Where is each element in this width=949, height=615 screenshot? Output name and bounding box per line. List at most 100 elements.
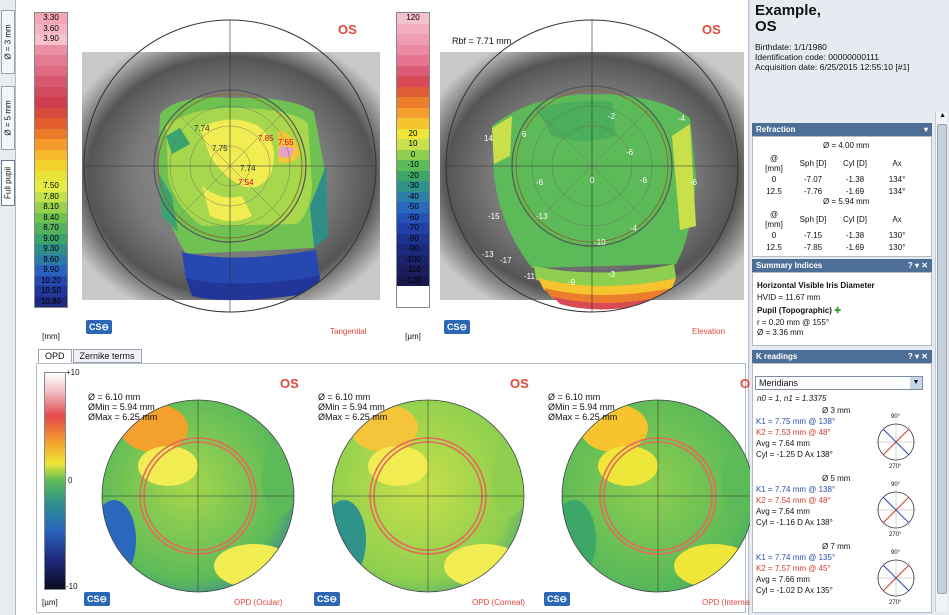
identification-code: Identification code: 00000000111 <box>755 52 879 62</box>
scale-cell: 3.60 <box>35 23 67 34</box>
refraction-cell: -1.38 <box>845 175 865 184</box>
refraction-cell: @ [mm] <box>765 154 783 173</box>
cs-logo: CS⊖ <box>86 320 112 334</box>
summary-header[interactable]: Summary Indices ? ▾ ✕ <box>752 259 932 272</box>
meridian-dial-icon <box>868 482 924 538</box>
chevron-down-icon[interactable]: ▼ <box>910 377 922 389</box>
k-k1: K1 = 7.74 mm @ 138° <box>756 485 836 494</box>
scale-cell: 10.80 <box>35 296 67 307</box>
dial-label-top: 90° <box>891 550 901 556</box>
scale-cell: -30 <box>397 181 429 192</box>
refraction-header[interactable]: Refraction ▾ <box>752 123 932 136</box>
tab-full-pupil-label: Full pupil <box>3 166 13 200</box>
opd-diameter-info: Ø = 6.10 mm ØMin = 5.94 mm ØMax = 6.25 mm <box>88 392 157 422</box>
opd-map-label: OPD (Internal) <box>702 598 754 607</box>
hvid-title: Horizontal Visible Iris Diameter <box>757 281 875 290</box>
tab-3mm[interactable]: Ø = 3 mm <box>1 10 15 74</box>
tab-5mm[interactable]: Ø = 5 mm <box>1 86 15 150</box>
scale-cell: 3.30 <box>35 13 67 24</box>
elevation-map[interactable]: Rbf = 7.71 mm OS 14 6 -2 0 -13 -15 -13 -10 -4 -17… <box>440 16 744 338</box>
scale-cell <box>35 139 67 150</box>
hvid-value: HVID = 11.67 mm <box>757 293 821 302</box>
tan-value: 7.75 <box>212 144 228 153</box>
k-avg: Avg = 7.66 mm <box>756 575 810 584</box>
scale-cell <box>35 86 67 97</box>
scale-cell: 3.90 <box>35 34 67 45</box>
scale-cell: 10 <box>397 139 429 150</box>
tangential-map[interactable]: OS 7.74 7.75 7.74 7.85 7.55 7.54 <box>82 16 380 338</box>
tab-zernike-terms[interactable]: Zernike terms <box>72 349 142 363</box>
elevation-scale: 120 20 10 0 -10 -20 -30 -40 -50 -60 -70 -80 -90 -100-… <box>396 12 430 308</box>
dial-label-top: 90° <box>891 414 901 420</box>
tab-full-pupil[interactable]: Full pupil <box>1 160 15 206</box>
elevation-value: -6 <box>690 178 698 187</box>
main-area: 3.30 3.60 3.90 7.50 7.80 8.10 8.40 8.70 9.00 9.30… <box>16 0 759 615</box>
os-label-tangential: OS <box>338 22 357 37</box>
scale-cell <box>397 97 429 108</box>
scale-cell: 9.30 <box>35 244 67 255</box>
refraction-row: 0 -7.15 -1.38 130° <box>757 231 917 241</box>
opd-map-2[interactable]: OS Ø = 6.10 mm ØMin = 5.94 mm ØMax = 6.25 m… <box>314 370 542 610</box>
elevation-value: -4 <box>678 114 686 123</box>
meridian-dial-icon <box>868 414 924 470</box>
pupil-title-text: Pupil (Topographic) <box>757 306 832 315</box>
side-tab-strip: Ø = 3 mm Ø = 5 mm Full pupil <box>0 0 16 615</box>
scale-cell <box>397 44 429 55</box>
refraction-cell: 134° <box>888 175 906 184</box>
collapse-icon[interactable]: ▾ <box>923 125 928 134</box>
opd-scale-bottom: -10 <box>66 582 78 591</box>
opd-diameter-info: Ø = 6.10 mm ØMin = 5.94 mm ØMax = 6.25 mm <box>548 392 617 422</box>
tan-value: 7.74 <box>194 124 210 133</box>
scale-cell <box>397 107 429 118</box>
scale-cell: -90 <box>397 244 429 255</box>
elevation-value: -2 <box>608 112 616 121</box>
refraction-diameter: Ø = 4.00 mm <box>823 141 870 150</box>
refraction-row: 12.5 -7.76 -1.69 134° <box>757 187 917 197</box>
opd-map-graphic <box>561 399 755 593</box>
cs-logo: CS⊖ <box>84 592 110 606</box>
k-readings-header[interactable]: K readings ? ▾ ✕ <box>752 350 932 363</box>
scale-cell: 10.20 <box>35 275 67 286</box>
scale-cell: -70 <box>397 223 429 234</box>
refraction-cell: Ax <box>892 214 902 224</box>
opd-map-label: OPD (Ocular) <box>234 598 283 607</box>
pupil-title: Pupil (Topographic) ✚ <box>757 306 841 316</box>
refraction-cell: 130° <box>888 242 906 252</box>
help-icon[interactable]: ? <box>907 352 913 361</box>
scale-cell <box>35 128 67 139</box>
help-icon[interactable]: ? <box>907 261 913 270</box>
scale-cell: -10 <box>397 160 429 171</box>
pin-icon[interactable]: ▾ <box>915 261 920 270</box>
scale-cell: 10.50 <box>35 286 67 297</box>
tan-value: 7.85 <box>258 134 274 143</box>
pupil-marker-icon: ✚ <box>834 306 841 315</box>
curvature-scale: 3.30 3.60 3.90 7.50 7.80 8.10 8.40 8.70 9.00 9.30… <box>34 12 68 308</box>
k-readings-title: K readings <box>756 352 798 361</box>
scroll-up-icon[interactable]: ▲ <box>939 112 946 119</box>
k-avg: Avg = 7.64 mm <box>756 507 810 516</box>
refraction-cell: -7.15 <box>803 231 823 240</box>
refraction-cell: -1.69 <box>845 242 865 252</box>
summary-title: Summary Indices <box>756 261 823 270</box>
pin-icon[interactable]: ▾ <box>915 352 920 361</box>
close-icon[interactable]: ✕ <box>921 352 928 361</box>
scale-cell: -60 <box>397 212 429 223</box>
meridians-dropdown[interactable]: Meridians ▼ <box>755 376 923 390</box>
tab-opd[interactable]: OPD <box>38 349 72 363</box>
refraction-diameter: Ø = 5.94 mm <box>823 197 870 206</box>
scale-cell: -40 <box>397 191 429 202</box>
close-icon[interactable]: ✕ <box>921 261 928 270</box>
tangential-label: Tangential <box>330 327 367 336</box>
meridians-dropdown-value: Meridians <box>759 378 799 388</box>
info-scrollbar[interactable] <box>935 112 947 612</box>
refraction-body: Ø = 4.00 mm @ [mm] Sph [D] Cyl [D] Ax 0 -7.07 -… <box>752 136 932 257</box>
opd-map-1[interactable]: OS Ø = 6.10 mm ØMin = 5.94 mm ØMax = 6.25 m… <box>84 370 312 610</box>
elevation-value: -6 <box>536 178 544 187</box>
scroll-thumb[interactable] <box>937 124 947 594</box>
opd-d: Ø = 6.10 mm <box>88 392 141 402</box>
k-cyl: Cyl = -1.25 D Ax 138° <box>756 450 833 459</box>
scale-cell <box>397 65 429 76</box>
refraction-cell: -1.38 <box>845 231 865 240</box>
refraction-cell: 0 <box>771 231 777 240</box>
